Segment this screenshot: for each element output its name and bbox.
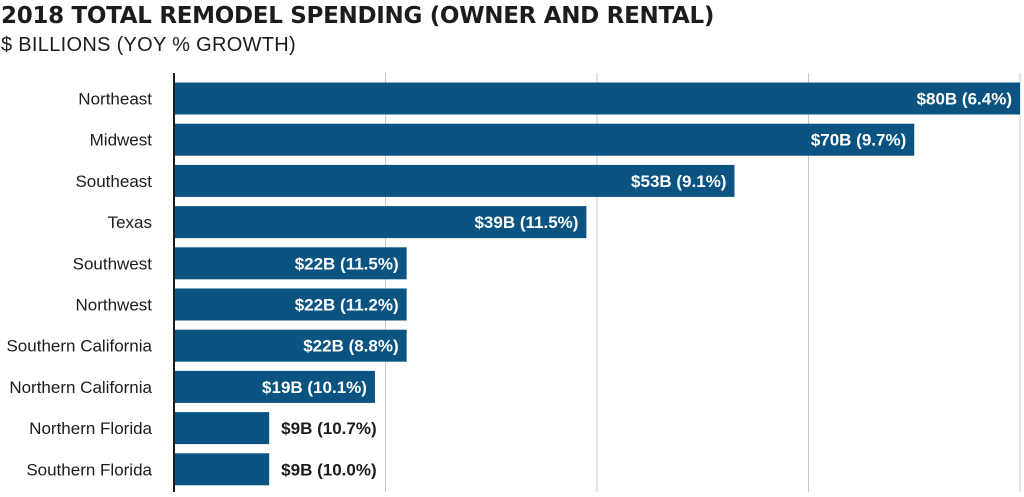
category-label: Northern Florida xyxy=(29,419,152,438)
bar xyxy=(174,247,407,280)
data-label: $22B (11.5%) xyxy=(295,254,399,273)
category-label: Northern California xyxy=(9,378,152,397)
data-label: $22B (11.2%) xyxy=(295,296,399,315)
chart-subtitle: $ BILLIONS (YOY % GROWTH) xyxy=(1,34,296,56)
data-label: $9B (10.7%) xyxy=(281,419,376,438)
category-label: Texas xyxy=(108,213,152,232)
category-label: Southern Florida xyxy=(26,460,152,479)
bar xyxy=(174,453,270,486)
bar xyxy=(174,123,915,156)
bar xyxy=(174,288,407,321)
category-label: Northwest xyxy=(75,296,152,315)
bar xyxy=(174,206,587,239)
data-label: $22B (8.8%) xyxy=(303,337,398,356)
bar xyxy=(174,412,270,445)
category-label: Southern California xyxy=(6,337,152,356)
labels: Northeast $80B (6.4%) Midwest $70B (9.7%) So… xyxy=(6,90,1012,480)
category-label: Northeast xyxy=(78,90,152,109)
category-label: Midwest xyxy=(90,131,153,150)
bar xyxy=(174,82,1020,115)
data-label: $19B (10.1%) xyxy=(262,378,367,397)
data-label: $9B (10.0%) xyxy=(281,460,376,479)
category-label: Southeast xyxy=(75,172,152,191)
bar xyxy=(174,370,375,403)
bar xyxy=(174,329,407,362)
data-label: $70B (9.7%) xyxy=(811,131,906,150)
data-label: $80B (6.4%) xyxy=(917,90,1012,109)
bars xyxy=(174,82,1020,486)
category-label: Southwest xyxy=(73,254,153,273)
bar xyxy=(174,164,735,197)
chart-title: 2018 TOTAL REMODEL SPENDING (OWNER AND R… xyxy=(1,3,715,29)
data-label: $53B (9.1%) xyxy=(631,172,726,191)
data-label: $39B (11.5%) xyxy=(474,213,578,232)
